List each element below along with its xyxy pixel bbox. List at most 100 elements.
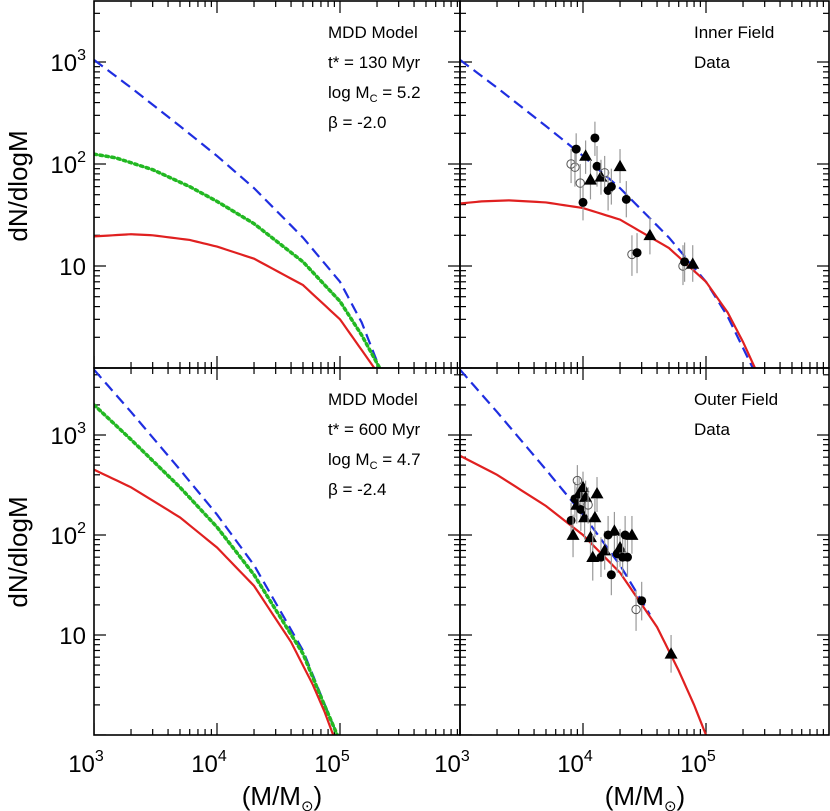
panel-bottom-left — [94, 368, 460, 735]
data-point — [680, 242, 690, 282]
filled-circle-marker — [606, 182, 616, 192]
data-point — [606, 553, 616, 596]
tick-base: 10 — [50, 152, 77, 179]
filled-circle-marker — [571, 144, 581, 154]
dotted-curve — [94, 152, 382, 368]
dashed-curve — [460, 368, 651, 616]
ticks-top-right — [460, 1, 829, 368]
data-point — [632, 233, 642, 274]
triangle-marker — [576, 480, 590, 493]
data-point — [621, 181, 631, 218]
annotation-top-left-2: log MC = 5.2 — [328, 83, 421, 105]
tick-base: 10 — [557, 751, 584, 778]
ticks-bottom-right — [460, 368, 829, 735]
dotted-curve — [94, 403, 340, 735]
annotation-top-left-0: MDD Model — [328, 23, 418, 42]
panel-frame-top-right — [459, 0, 830, 369]
triangle-marker — [613, 540, 627, 553]
data-point — [588, 498, 602, 538]
open-circle-marker — [583, 500, 593, 510]
tick-base: 10 — [59, 623, 86, 650]
x-tick-label: 105 — [314, 748, 350, 778]
data-point — [586, 535, 600, 581]
filled-circle-marker — [590, 133, 600, 143]
dashed-curve — [460, 58, 754, 368]
tick-base: 10 — [314, 751, 341, 778]
triangle-marker — [579, 149, 593, 161]
dashed-curve — [94, 368, 339, 735]
annotation-bottom-left-2: log MC = 4.7 — [328, 450, 421, 472]
open-circle-marker — [599, 168, 610, 178]
data-point — [643, 217, 657, 255]
triangle-marker — [607, 524, 621, 536]
annotation-bottom-right-1: Data — [694, 420, 730, 439]
annotation-bottom-left-3: β = -2.4 — [328, 480, 386, 499]
tick-exponent: 2 — [77, 520, 86, 537]
data-point — [625, 515, 639, 554]
annotation-top-right-0: Inner Field — [694, 23, 774, 42]
data-point — [579, 480, 593, 515]
tick-exponent: 4 — [218, 748, 227, 765]
data-point — [613, 149, 627, 184]
data-point — [571, 133, 581, 167]
data-point — [570, 150, 580, 187]
x-axis-label-pre: (M/M — [242, 781, 301, 811]
triangle-marker — [583, 173, 597, 185]
triangle-marker — [625, 528, 639, 540]
y-axis-label: dN/dlogM — [3, 496, 33, 607]
filled-circle-marker — [637, 596, 647, 606]
triangle-marker — [590, 487, 604, 499]
filled-circle-marker — [632, 248, 642, 258]
x-axis-label-sub: ⊙ — [301, 798, 314, 811]
panel-bottom-right — [460, 368, 829, 735]
solid-curve — [94, 468, 335, 735]
data-point — [566, 514, 580, 558]
triangle-marker — [664, 647, 678, 659]
data-point — [599, 155, 610, 191]
ticks-top-left — [94, 1, 460, 368]
triangle-marker — [598, 543, 612, 556]
data-point — [631, 590, 641, 631]
x-tick-label: 105 — [680, 748, 716, 778]
y-tick-label: 102 — [50, 149, 86, 179]
x-tick-label: 103 — [434, 748, 470, 778]
solid-curve — [460, 454, 708, 735]
tick-base: 10 — [191, 751, 218, 778]
triangle-marker — [588, 510, 602, 523]
tick-base: 10 — [50, 523, 77, 550]
panel-frames — [93, 0, 830, 736]
triangle-marker — [613, 159, 627, 172]
annotation-bottom-left-0: MDD Model — [328, 390, 418, 409]
triangle-marker — [686, 257, 700, 269]
triangle-marker — [586, 550, 600, 563]
panel-frame-bottom-right — [459, 367, 830, 736]
y-tick-label: 103 — [50, 47, 86, 77]
data-point — [583, 159, 597, 200]
y-axis-label: dN/dlogM — [3, 130, 33, 241]
annotation-bottom-left-1: t* = 600 Myr — [328, 420, 420, 439]
data-point — [606, 168, 616, 205]
data-point — [637, 581, 647, 621]
filled-circle-marker — [622, 552, 632, 562]
filled-circle-marker — [680, 257, 690, 267]
tick-exponent: 3 — [95, 748, 104, 765]
x-axis-label-post: ) — [677, 781, 686, 811]
y-tick-label: 10 — [59, 254, 86, 281]
tick-exponent: 4 — [584, 748, 593, 765]
triangle-marker — [579, 490, 593, 502]
x-tick-label: 104 — [191, 748, 227, 778]
plot-layer — [94, 1, 829, 735]
data-point — [686, 245, 700, 282]
tick-base: 10 — [59, 254, 86, 281]
x-axis-label-pre: (M/M — [605, 781, 664, 811]
tick-base: 10 — [680, 751, 707, 778]
open-circle-marker — [631, 604, 641, 615]
tick-base: 10 — [50, 50, 77, 77]
tick-exponent: 3 — [77, 420, 86, 437]
data-point — [576, 490, 586, 531]
tick-exponent: 2 — [77, 149, 86, 166]
x-axis-label: (M/M⊙) — [242, 781, 322, 811]
tick-exponent: 5 — [707, 748, 716, 765]
